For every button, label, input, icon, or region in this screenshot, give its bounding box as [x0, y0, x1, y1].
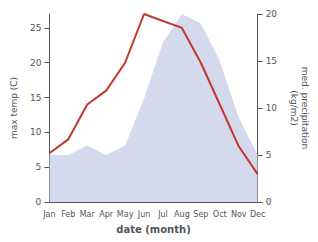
svg-text:Jun: Jun [137, 210, 151, 219]
svg-text:15: 15 [266, 56, 277, 66]
svg-text:max temp (C): max temp (C) [9, 77, 19, 139]
svg-text:Jul: Jul [157, 210, 168, 219]
svg-text:5: 5 [36, 162, 42, 172]
svg-text:Nov: Nov [231, 210, 247, 219]
svg-text:Sep: Sep [193, 210, 208, 219]
svg-text:Jan: Jan [42, 210, 55, 219]
svg-text:10: 10 [266, 103, 278, 113]
svg-text:0: 0 [266, 197, 272, 207]
svg-text:Aug: Aug [174, 210, 190, 219]
svg-text:20: 20 [266, 9, 278, 19]
svg-text:Mar: Mar [80, 210, 96, 219]
svg-text:5: 5 [266, 150, 272, 160]
svg-text:0: 0 [36, 197, 42, 207]
svg-text:med. precipitation: med. precipitation [300, 67, 310, 149]
svg-text:Apr: Apr [99, 210, 114, 219]
svg-text:Oct: Oct [213, 210, 227, 219]
svg-text:15: 15 [30, 93, 41, 103]
svg-text:May: May [117, 210, 134, 219]
svg-text:date (month): date (month) [116, 224, 190, 235]
svg-text:Dec: Dec [250, 210, 265, 219]
svg-text:20: 20 [30, 58, 42, 68]
svg-text:Feb: Feb [61, 210, 75, 219]
svg-text:(kg/m2): (kg/m2) [289, 90, 299, 125]
svg-text:10: 10 [30, 127, 42, 137]
svg-text:25: 25 [30, 23, 41, 33]
